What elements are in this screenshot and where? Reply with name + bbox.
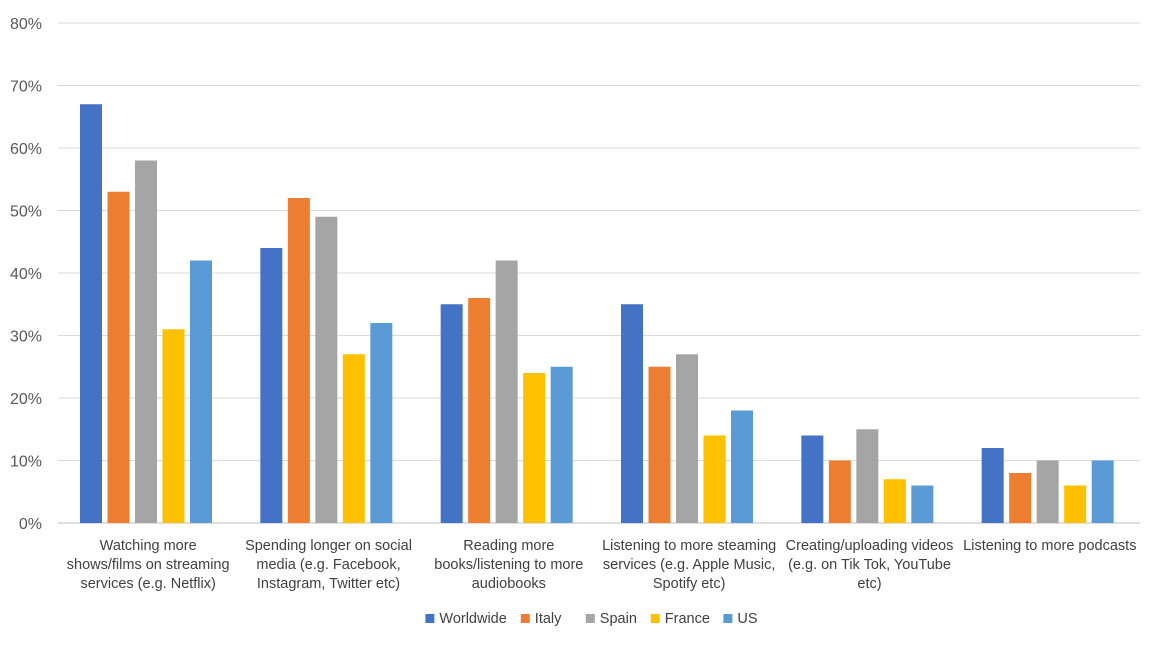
y-tick-label: 80% <box>10 16 42 33</box>
bar-spain-2 <box>315 216 338 523</box>
legend-item-spain: Spain <box>585 611 637 627</box>
bar-italy-4 <box>648 366 671 523</box>
legend-swatch <box>585 614 595 623</box>
legend-label: Spain <box>600 611 637 627</box>
bar-us-5 <box>911 485 934 523</box>
bar-us-3 <box>550 366 573 523</box>
legend-item-worldwide: Worldwide <box>425 611 507 627</box>
bar-italy-5 <box>828 460 851 523</box>
y-tick-label: 10% <box>10 454 42 471</box>
x-category-label: Listening to more podcasts <box>963 538 1136 554</box>
x-category-label: Watching more shows/films on streaming ser… <box>67 538 230 592</box>
bar-us-4 <box>731 410 753 523</box>
y-tick-label: 0% <box>19 516 42 533</box>
legend: Worldwide Italy Spain France US <box>425 611 758 627</box>
x-category-label: Listening to more steaming services (e.g.… <box>602 538 776 592</box>
y-tick-label: 50% <box>10 204 42 221</box>
bar-worldwide-3 <box>440 304 463 523</box>
legend-swatch <box>520 614 530 623</box>
bar-italy-3 <box>468 298 491 523</box>
legend-label: US <box>737 611 757 627</box>
bar-worldwide-4 <box>621 304 643 523</box>
y-tick-label: 40% <box>10 266 42 283</box>
x-category-label: Spending longer on social media (e.g. Fac… <box>245 538 412 592</box>
bar-italy-1 <box>107 191 130 523</box>
bar-italy-6 <box>1009 473 1032 523</box>
legend-label: Worldwide <box>439 611 506 627</box>
y-tick-label: 20% <box>10 391 42 408</box>
bar-france-6 <box>1064 485 1087 523</box>
bar-worldwide-6 <box>981 448 1004 523</box>
legend-swatch <box>723 614 733 623</box>
legend-item-france: France <box>650 611 710 627</box>
bar-spain-6 <box>1036 460 1059 523</box>
x-axis-labels: Watching more shows/films on streaming ser… <box>67 538 1137 592</box>
bar-spain-4 <box>676 354 698 523</box>
bar-france-2 <box>342 354 365 523</box>
legend-item-italy: Italy <box>520 611 562 627</box>
legend-swatch <box>650 614 660 623</box>
y-tick-label: 70% <box>10 79 42 96</box>
bar-us-1 <box>190 260 212 523</box>
bar-spain-5 <box>856 429 879 523</box>
x-category-label: Reading more books/listening to more audio… <box>434 538 583 592</box>
y-tick-label: 30% <box>10 329 42 346</box>
x-category-label: Creating/uploading videos (e.g. on Tik To… <box>786 538 954 592</box>
bar-france-5 <box>883 479 906 523</box>
bar-france-4 <box>703 435 726 523</box>
bar-us-2 <box>370 323 393 523</box>
y-axis-ticks: 0% 10% 20% 30% 40% 50% 60% 70% 80% <box>10 16 42 533</box>
y-tick-label: 60% <box>10 141 42 158</box>
bar-worldwide-5 <box>801 435 824 523</box>
legend-swatch <box>425 614 435 623</box>
bar-us-6 <box>1091 460 1114 523</box>
legend-label: France <box>665 611 710 627</box>
gridlines <box>58 22 1140 524</box>
bar-france-3 <box>523 373 546 523</box>
bar-france-1 <box>162 329 185 523</box>
bar-worldwide-2 <box>260 248 283 523</box>
legend-label: Italy <box>535 611 562 627</box>
bar-spain-3 <box>495 260 518 523</box>
bar-worldwide-1 <box>80 104 102 523</box>
bars <box>80 104 1114 523</box>
bar-spain-1 <box>135 160 157 523</box>
bar-italy-2 <box>287 198 310 523</box>
legend-item-us: US <box>723 611 758 627</box>
